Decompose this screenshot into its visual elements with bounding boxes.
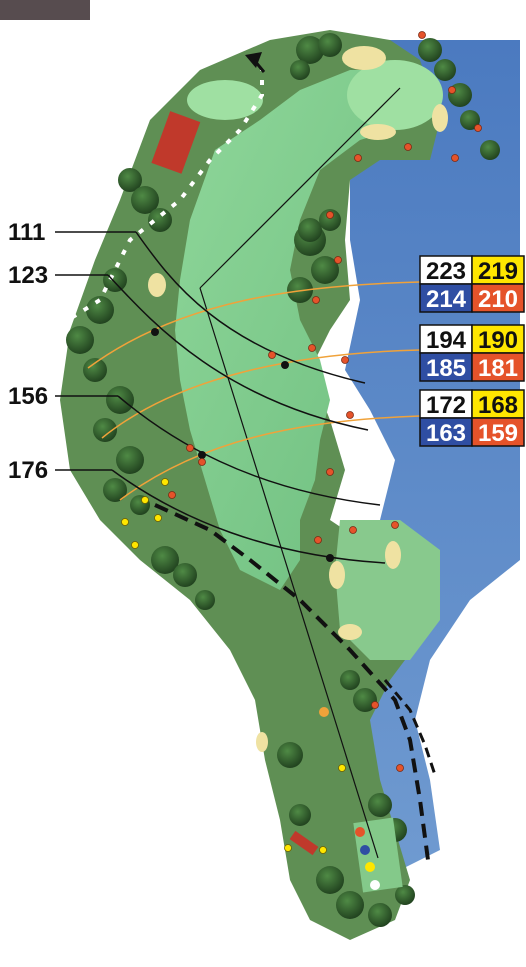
yardage-yellow: 168 bbox=[478, 392, 518, 419]
bunker bbox=[432, 104, 448, 132]
bunker bbox=[342, 46, 386, 70]
fairway bbox=[175, 70, 420, 590]
play-line bbox=[199, 287, 379, 859]
yardage-box: 194 190 185 181 bbox=[419, 324, 525, 382]
yellow-markers bbox=[121, 478, 346, 854]
tee-box bbox=[353, 817, 403, 893]
putting-green bbox=[347, 60, 443, 130]
yardage-box: 172 168 163 159 bbox=[419, 389, 525, 447]
yardage-red: 181 bbox=[478, 355, 518, 382]
yardage-black: 223 bbox=[426, 258, 466, 285]
hazard-marker-large bbox=[319, 707, 329, 717]
carry-arcs bbox=[107, 231, 386, 564]
bunker bbox=[329, 561, 345, 589]
carry-label: 111 bbox=[8, 219, 45, 246]
carry-label: 156 bbox=[8, 383, 48, 410]
clubhouse-building bbox=[151, 111, 201, 174]
bunker bbox=[256, 732, 268, 752]
play-line bbox=[199, 87, 401, 289]
green-complex-right bbox=[335, 520, 440, 660]
bunker bbox=[360, 124, 396, 140]
out-of-bounds-line-black bbox=[154, 503, 430, 861]
leader-lines bbox=[55, 231, 136, 471]
hazard-markers bbox=[168, 31, 482, 772]
yardage-yellow: 219 bbox=[478, 258, 518, 285]
direction-arrow-icon bbox=[245, 52, 266, 73]
yardage-red: 210 bbox=[478, 286, 518, 313]
bunker bbox=[385, 541, 401, 569]
carry-label: 123 bbox=[8, 262, 48, 289]
tee-markers bbox=[355, 827, 380, 890]
tee-marker-sign bbox=[289, 830, 319, 856]
yardage-blue: 185 bbox=[426, 355, 466, 382]
bunker bbox=[148, 273, 166, 297]
yardage-box: 223 219 214 210 bbox=[419, 255, 525, 313]
distance-arcs bbox=[87, 281, 421, 501]
carry-points bbox=[151, 328, 334, 562]
practice-green-left bbox=[187, 80, 263, 120]
carry-label: 176 bbox=[8, 457, 48, 484]
out-of-bounds-line-white bbox=[58, 70, 264, 327]
yardage-blue: 163 bbox=[426, 420, 466, 447]
yardage-red: 159 bbox=[478, 420, 518, 447]
yardage-black: 194 bbox=[426, 327, 467, 354]
yardage-yellow: 190 bbox=[478, 327, 518, 354]
yardage-black: 172 bbox=[426, 392, 466, 419]
out-of-bounds-line-black-right bbox=[383, 679, 437, 776]
bunker bbox=[338, 624, 362, 640]
corner-tab bbox=[0, 0, 90, 20]
yardage-blue: 214 bbox=[426, 286, 467, 313]
